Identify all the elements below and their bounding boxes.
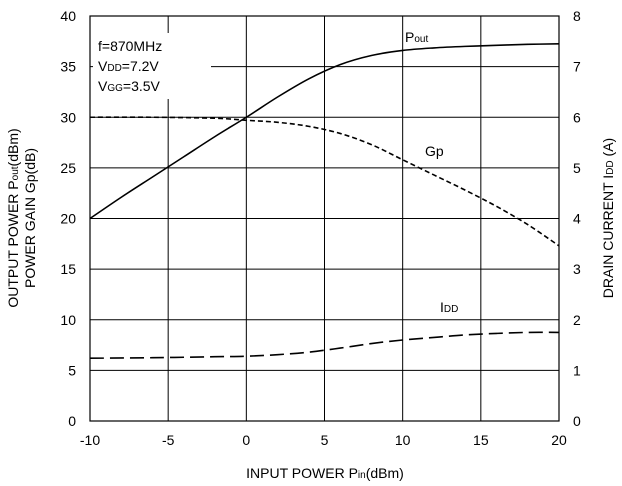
y-left-tick-label: 35 xyxy=(60,59,76,75)
y-left-tick-label: 40 xyxy=(60,8,76,24)
y-right-tick-label: 2 xyxy=(573,312,581,328)
grid xyxy=(90,16,559,421)
x-tick-label: -10 xyxy=(80,432,100,448)
y-right-tick-label: 8 xyxy=(573,8,581,24)
x-title-main: INPUT POWER P xyxy=(246,465,358,481)
vdd-main: V xyxy=(98,58,108,74)
x-tick-label: 10 xyxy=(395,432,411,448)
y-left-line1-main: OUTPUT POWER P xyxy=(5,180,21,307)
idd-label-main: I xyxy=(440,299,444,315)
y-left-tick-label: 5 xyxy=(68,362,76,378)
y-right-tick-label: 5 xyxy=(573,160,581,176)
vgg-tail: =3.5V xyxy=(123,78,161,94)
y-right-title: DRAIN CURRENT IDD (A) xyxy=(600,138,616,298)
vdd-tail: =7.2V xyxy=(122,58,160,74)
series-line-gp xyxy=(89,116,560,247)
idd-label-sub: DD xyxy=(444,304,458,315)
x-title-tail: (dBm) xyxy=(366,465,404,481)
conditions-box xyxy=(93,33,211,99)
vgg-sub: GG xyxy=(107,83,123,94)
series-label-idd: IDD xyxy=(440,299,458,315)
pout-label-main: P xyxy=(405,29,414,45)
y-left-tick-label: 0 xyxy=(68,413,76,429)
y-right-tail: (A) xyxy=(600,138,616,161)
series-layer xyxy=(89,43,560,360)
x-tick-label: 20 xyxy=(551,432,567,448)
plot-border xyxy=(89,15,560,422)
y-right-tick-label: 6 xyxy=(573,109,581,125)
x-tick-label: 15 xyxy=(473,432,489,448)
vdd-sub: DD xyxy=(107,63,121,74)
tick-labels: 0 5 10 15 20 25 30 35 40 0 1 2 3 4 5 6 7 8 -10 -5 0 5 10 15 20 xyxy=(60,8,581,448)
condition-vgg: VGG=3.5V xyxy=(98,78,161,94)
series-line-pout xyxy=(89,43,560,220)
x-tick-label: 5 xyxy=(321,432,329,448)
series-line-idd xyxy=(89,331,560,360)
y-right-tick-label: 3 xyxy=(573,261,581,277)
y-right-sub: DD xyxy=(605,160,616,174)
x-title-sub: in xyxy=(358,470,366,481)
condition-frequency: f=870MHz xyxy=(98,38,162,54)
x-tick-label: -5 xyxy=(162,432,175,448)
y-right-main: DRAIN CURRENT I xyxy=(600,175,616,298)
y-left-tick-label: 10 xyxy=(60,312,76,328)
y-right-tick-label: 1 xyxy=(573,362,581,378)
y-left-line1-tail: (dBm) xyxy=(5,128,21,166)
vgg-main: V xyxy=(98,78,108,94)
condition-vdd: VDD=7.2V xyxy=(98,58,159,74)
y-right-tick-label: 7 xyxy=(573,59,581,75)
x-tick-label: 0 xyxy=(242,432,250,448)
y-right-tick-label: 4 xyxy=(573,211,581,227)
series-label-gp: Gp xyxy=(425,143,444,159)
y-right-tick-label: 0 xyxy=(573,413,581,429)
y-left-tick-label: 20 xyxy=(60,211,76,227)
x-axis-title: INPUT POWER Pin(dBm) xyxy=(246,465,404,481)
y-left-title-line1: OUTPUT POWER Pout(dBm) xyxy=(5,128,21,307)
y-left-tick-label: 30 xyxy=(60,109,76,125)
series-label-pout: Pout xyxy=(405,29,428,45)
pout-label-sub: out xyxy=(414,34,428,45)
y-left-line1-sub: out xyxy=(10,166,21,180)
plot-frame xyxy=(89,15,560,422)
y-left-tick-label: 15 xyxy=(60,261,76,277)
y-left-tick-label: 25 xyxy=(60,160,76,176)
y-left-title-line2: POWER GAIN Gp(dB) xyxy=(22,148,38,288)
